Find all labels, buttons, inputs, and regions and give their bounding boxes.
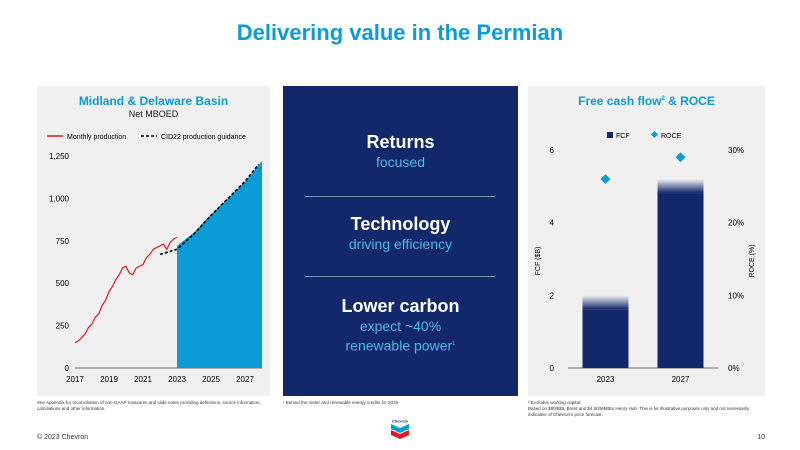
right-footnote-line2: Based on $80/BBL Brent and $4.50/MMBtu H… <box>528 406 750 417</box>
legend-monthly-label: Monthly production <box>67 134 126 141</box>
right-footnote: ² Excludes working capital. Based on $80… <box>528 400 765 418</box>
legend-roce-label: ROCE <box>661 133 682 140</box>
y2-tick-label: 0% <box>728 364 740 373</box>
left-footnote: See Appendix for reconciliation of non-G… <box>37 400 261 411</box>
lower-carbon-block: Lower carbon expect ~40% renewable power… <box>283 296 518 355</box>
y2-tick-label: 10% <box>728 291 744 300</box>
returns-heading: Returns <box>366 132 435 152</box>
production-chart-panel: Midland & Delaware Basin Net MBOED Month… <box>37 86 270 396</box>
legend-guidance-label: CID22 production guidance <box>161 134 246 141</box>
middle-footnote: ¹ Behind the meter and renewable energy … <box>283 400 400 405</box>
right-footnote-line1: ² Excludes working capital. <box>528 400 582 405</box>
y-tick-label: 6 <box>550 146 555 155</box>
fcf-roce-panel: Free cash flow2 & ROCE FCF ROCE 0 2 4 6 0% 10… <box>528 86 765 396</box>
renewable-power-text: renewable power <box>345 337 453 354</box>
production-chart-title: Midland & Delaware Basin <box>78 94 229 108</box>
fcf-title-suffix: & ROCE <box>664 94 715 108</box>
y-tick-label: 500 <box>56 279 70 288</box>
divider <box>305 196 495 197</box>
roce-marker <box>675 152 686 163</box>
technology-block: Technology driving efficiency <box>283 214 518 253</box>
footnote-ref: 2 <box>661 96 665 102</box>
fcf-roce-chart: FCF ROCE 0 2 4 6 0% 10% 20% 30% FCF ($B) ROCE (%)… <box>535 130 756 384</box>
technology-heading: Technology <box>350 214 451 234</box>
chevron-logo: Chevron <box>391 419 409 439</box>
y-tick-label: 250 <box>56 322 70 331</box>
fcf-bar <box>582 309 629 368</box>
returns-subtext: focused <box>375 154 426 170</box>
technology-subtext: driving efficiency <box>348 236 453 252</box>
x-tick-label: 2027 <box>236 375 254 384</box>
chevron-logo-text: Chevron <box>392 419 409 424</box>
x-tick-label: 2025 <box>202 375 220 384</box>
strategy-panel: Returns focused Technology driving effic… <box>283 86 518 396</box>
y-tick-label: 0 <box>65 364 70 373</box>
page-number: 10 <box>757 434 765 441</box>
lower-carbon-subtext-2: renewable power1 <box>283 335 518 355</box>
guidance-line <box>159 163 260 256</box>
page-title: Delivering value in the Permian <box>236 20 564 45</box>
production-chart-subtitle: Net MBOED <box>128 109 179 119</box>
x-tick-label: 2023 <box>168 375 186 384</box>
x-tick-label: 2019 <box>100 375 118 384</box>
x-tick-label: 2023 <box>597 375 615 384</box>
fcf-bar-fade <box>657 179 704 194</box>
legend-fcf-label: FCF <box>616 133 630 140</box>
legend-fcf-swatch <box>607 132 613 138</box>
y-tick-label: 1,000 <box>49 194 70 203</box>
y2-tick-label: 30% <box>728 146 744 155</box>
monthly-production-line <box>74 236 178 344</box>
y-tick-label: 2 <box>550 291 555 300</box>
legend-roce-swatch <box>650 130 659 139</box>
fcf-chart-title: Free cash flow2 & ROCE <box>528 94 765 108</box>
lower-carbon-subtext: expect ~40% <box>359 318 442 334</box>
fcf-title-text: Free cash flow <box>578 94 662 108</box>
y-tick-label: 1,250 <box>49 152 70 161</box>
y-axis-label: FCF ($B) <box>535 247 542 276</box>
footnote-ref: 1 <box>452 341 456 347</box>
y2-tick-label: 20% <box>728 219 744 228</box>
production-chart: Monthly production CID22 production guid… <box>47 134 262 384</box>
fcf-bar-fade <box>582 295 629 310</box>
fcf-bar <box>657 193 704 368</box>
copyright: © 2023 Chevron <box>37 434 89 441</box>
y2-axis-label: ROCE (%) <box>749 244 756 277</box>
divider <box>305 276 495 277</box>
y-tick-label: 750 <box>56 237 70 246</box>
forecast-area <box>177 161 262 368</box>
y-tick-label: 0 <box>550 364 555 373</box>
roce-marker <box>600 174 611 185</box>
x-tick-label: 2021 <box>134 375 152 384</box>
lower-carbon-heading: Lower carbon <box>341 296 460 316</box>
returns-block: Returns focused <box>283 132 518 171</box>
y-tick-label: 4 <box>550 219 555 228</box>
x-tick-label: 2017 <box>66 375 84 384</box>
x-tick-label: 2027 <box>672 375 690 384</box>
